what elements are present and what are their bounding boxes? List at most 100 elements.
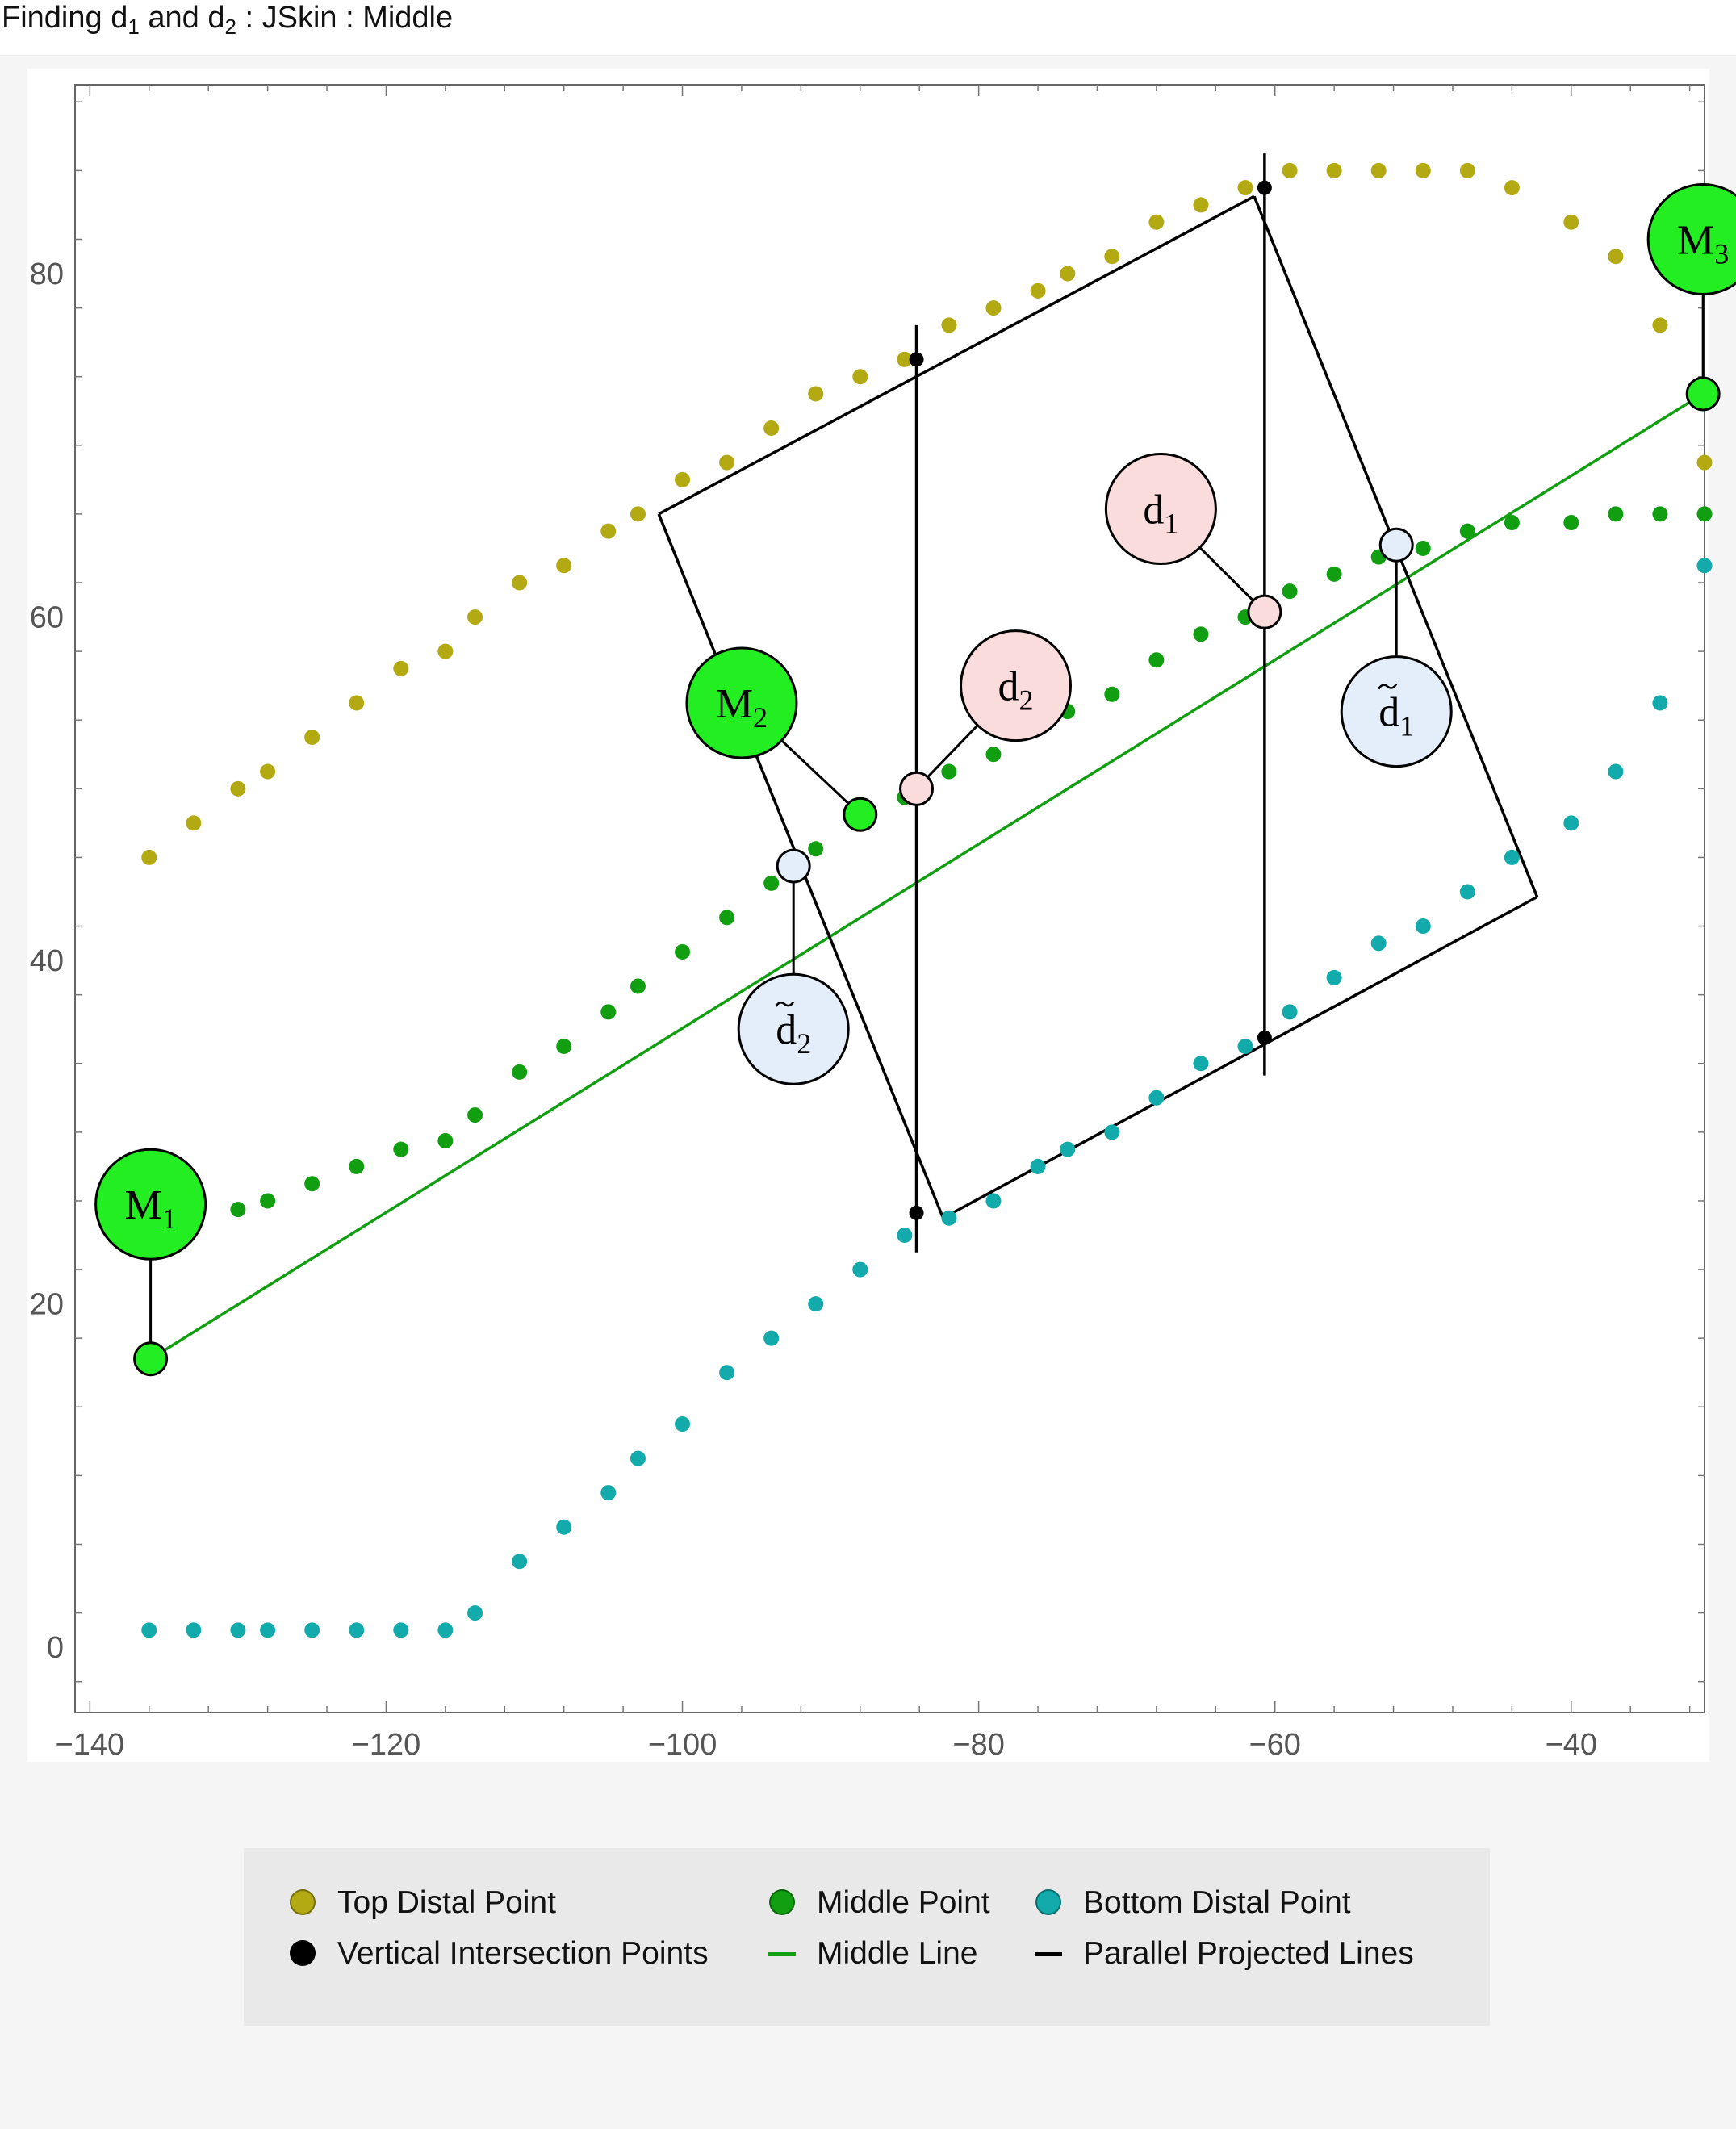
label-d2-subscript: 2 (1019, 684, 1034, 717)
vertical-intersection-point (909, 352, 924, 367)
middle-point (1563, 515, 1579, 531)
top-distal-point (600, 523, 617, 539)
key-point (776, 848, 811, 884)
x-tick-label: −80 (952, 1728, 1004, 1762)
top-distal-point (1282, 162, 1298, 178)
label-d2-tilde-bubble (737, 972, 850, 1085)
label-m2-base: M (716, 681, 753, 727)
x-tick-label: −60 (1249, 1728, 1300, 1762)
legend-swatch-vertical-intersection (287, 1938, 320, 1970)
middle-line (149, 392, 1705, 1361)
key-point (1685, 376, 1721, 412)
title-subscript-2: 2 (224, 15, 236, 39)
label-d2-base: d (998, 664, 1019, 710)
middle-point (719, 910, 735, 926)
legend-item-middle-line: Middle Line (767, 1934, 977, 1974)
top-distal-point (985, 300, 1002, 316)
label-d2-tilde-text: d2 (776, 1007, 811, 1060)
legend-swatch-middle-point (767, 1887, 799, 1919)
middle-point (763, 875, 780, 891)
top-distal-point (393, 660, 409, 676)
bottom-distal-point (1030, 1158, 1046, 1174)
legend-item-parallel-lines: Parallel Projected Lines (1033, 1934, 1414, 1974)
label-d1-tilde-bubble (1340, 655, 1453, 768)
legend-swatch-bottom-distal (1033, 1887, 1065, 1919)
legend-label-top-distal: Top Distal Point (337, 1885, 556, 1920)
middle-point (675, 943, 691, 960)
top-distal-point (941, 317, 957, 333)
legend-label-middle-point: Middle Point (817, 1885, 990, 1920)
label-d1-tilde-subscript: 1 (1399, 710, 1414, 742)
label-m2-text: M2 (716, 681, 768, 734)
label-d2-tilde-base: d (776, 1007, 797, 1053)
top-distal-point (630, 506, 646, 522)
axis-tick-labels: −140 −120 −100 −80 −60 −40 0 20 40 60 80 (30, 257, 1597, 1762)
middle-point (556, 1038, 572, 1054)
bottom-distal-point (1696, 558, 1713, 574)
x-tick-label: −100 (648, 1728, 717, 1762)
legend-label-vertical-intersection: Vertical Intersection Points (337, 1936, 709, 1971)
page-title: Finding d1 and d2 : JSkin : Middle (2, 0, 453, 39)
top-distal-point (467, 609, 483, 625)
middle-point (260, 1193, 276, 1209)
bottom-distal-point (1326, 969, 1342, 985)
middle-point (1326, 566, 1342, 582)
label-d1-text: d1 (1143, 487, 1178, 540)
legend-item-bottom-distal: Bottom Distal Point (1033, 1883, 1351, 1923)
key-point (133, 1341, 169, 1377)
middle-point (304, 1176, 320, 1192)
label-d1-bubble (1104, 453, 1217, 566)
top-distal-point (512, 575, 528, 591)
top-distal-point (1370, 162, 1387, 178)
top-distal-point (1030, 282, 1046, 299)
axis-ticks (75, 85, 1705, 1713)
top-distal-point (1148, 214, 1165, 230)
bottom-distal-point (556, 1519, 572, 1535)
bottom-distal-point (141, 1622, 157, 1638)
bottom-distal-point (186, 1622, 202, 1638)
middle-point (808, 841, 824, 857)
bottom-distal-point (467, 1605, 483, 1621)
top-distal-point (1237, 180, 1253, 196)
label-d2-bubble (960, 629, 1073, 742)
title-bar: Finding d1 and d2 : JSkin : Middle (0, 0, 1736, 56)
bottom-distal-point (393, 1622, 409, 1638)
bottom-distal-point (1415, 918, 1431, 935)
top-distal-point (1696, 454, 1713, 471)
top-distal-point (808, 386, 824, 402)
label-m2-bubble (685, 646, 798, 759)
label-d1-tilde-tilde-mark (1378, 683, 1398, 690)
top-distal-point (437, 643, 454, 659)
label-m3-bubble (1646, 183, 1736, 295)
top-distal-point (1652, 317, 1668, 333)
top-distal-point (1608, 249, 1624, 265)
legend-label-middle-line: Middle Line (817, 1936, 978, 1971)
label-d1-tilde-base: d (1378, 690, 1399, 736)
label-m3-text: M3 (1677, 217, 1729, 270)
label-d2-tilde-tilde-mark (775, 1001, 795, 1007)
top-distal-point (230, 780, 246, 797)
middle-point (630, 978, 646, 994)
label-m1-bubble (94, 1148, 207, 1261)
middle-point (437, 1132, 454, 1148)
bottom-distal-point (808, 1296, 824, 1312)
bottom-distal-point (1237, 1038, 1253, 1054)
legend: Top Distal Point Middle Point Bottom Dis… (244, 1848, 1490, 2026)
bottom-distal-point (630, 1450, 646, 1466)
top-distal-point (719, 454, 735, 471)
legend-label-bottom-distal: Bottom Distal Point (1083, 1885, 1351, 1920)
top-distal-point (141, 849, 157, 865)
legend-item-top-distal: Top Distal Point (287, 1883, 556, 1923)
top-distal-point (1459, 162, 1475, 178)
vertical-intersection-point (1257, 1030, 1272, 1045)
key-point (1378, 527, 1414, 563)
bottom-distal-point (1652, 695, 1668, 711)
y-tick-label: 20 (30, 1288, 64, 1322)
top-distal-point (1193, 197, 1209, 213)
legend-swatch-top-distal (287, 1887, 320, 1919)
y-tick-label: 0 (47, 1631, 64, 1665)
key-point (1247, 594, 1282, 629)
middle-point (1193, 626, 1209, 642)
middle-point (1148, 652, 1165, 668)
